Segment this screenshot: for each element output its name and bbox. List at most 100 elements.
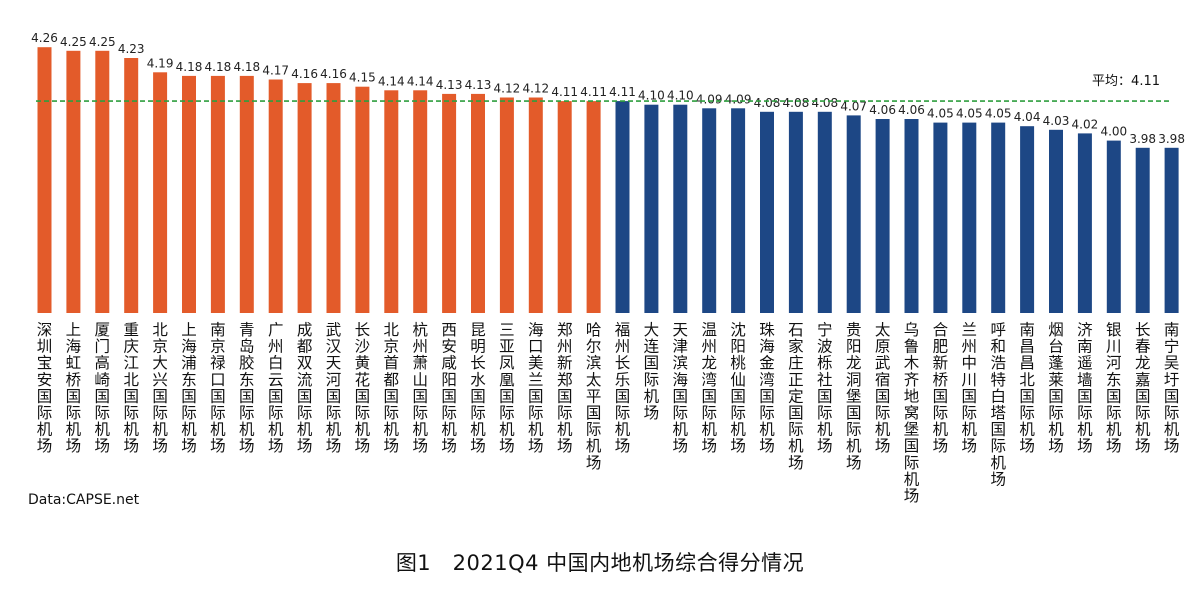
- bar: [297, 83, 312, 313]
- bar-value-label: 4.14: [407, 74, 434, 88]
- bar-value-label: 4.18: [205, 60, 232, 74]
- bar-value-label: 4.09: [696, 92, 723, 106]
- bar: [1077, 133, 1092, 313]
- bar: [326, 83, 341, 313]
- bar-value-label: 4.16: [291, 67, 318, 81]
- bar: [875, 119, 890, 313]
- category-label: 珠海金湾国际机场: [759, 321, 775, 455]
- bar: [1106, 140, 1121, 313]
- bar-value-label: 4.14: [378, 74, 405, 88]
- bar: [673, 104, 688, 313]
- bar-value-label: 4.10: [667, 89, 694, 103]
- bar: [904, 119, 919, 313]
- category-label: 重庆江北国际机场: [123, 321, 139, 455]
- category-label: 长沙黄花国际机场: [355, 321, 371, 455]
- category-label: 烟台蓬莱国际机场: [1048, 321, 1064, 455]
- bar-value-label: 4.10: [638, 89, 665, 103]
- category-label: 长春龙嘉国际机场: [1135, 321, 1151, 455]
- bar: [962, 122, 977, 313]
- bar-value-label: 4.00: [1100, 125, 1127, 139]
- category-label: 济南遥墙国际机场: [1077, 321, 1093, 455]
- category-label: 郑州新郑国际机场: [557, 321, 573, 455]
- bar: [817, 111, 832, 313]
- bar: [384, 90, 399, 313]
- bar-value-label: 4.26: [31, 31, 58, 45]
- category-labels-layer: 深圳宝安国际机场上海虹桥国际机场厦门高崎国际机场重庆江北国际机场北京大兴国际机场…: [37, 321, 1180, 505]
- bar: [933, 122, 948, 313]
- category-label: 厦门高崎国际机场: [95, 321, 111, 455]
- category-label: 哈尔滨太平国际机场: [586, 321, 602, 472]
- bar-value-label: 4.07: [840, 99, 867, 113]
- bar: [210, 75, 225, 314]
- category-label: 北京首都国际机场: [384, 321, 400, 455]
- bar-value-label: 4.13: [465, 78, 492, 92]
- category-label: 武汉天河国际机场: [326, 321, 342, 455]
- category-label: 银川河东国际机场: [1106, 321, 1122, 455]
- bar-value-label: 4.19: [147, 56, 174, 70]
- bar: [788, 111, 803, 313]
- bar: [66, 50, 81, 314]
- bar: [95, 50, 110, 314]
- category-label: 沈阳桃仙国际机场: [730, 321, 746, 455]
- category-label: 海口美兰国际机场: [528, 321, 544, 455]
- category-label: 昆明长水国际机场: [470, 321, 486, 455]
- bar-value-label: 4.04: [1014, 110, 1041, 124]
- bar: [1164, 147, 1179, 313]
- bar: [37, 47, 52, 313]
- bar: [499, 97, 514, 313]
- bar-value-label: 4.05: [927, 107, 954, 121]
- category-label: 南京禄口国际机场: [210, 321, 226, 455]
- bar-value-label: 3.98: [1129, 132, 1156, 146]
- bar-value-label: 4.02: [1072, 117, 1099, 131]
- bar: [182, 75, 196, 314]
- value-labels-layer: 4.26 4.25 4.254.234.19 4.18 4.18 4.18 4.17 4.16…: [31, 31, 1185, 146]
- bar-value-label: 4.08: [811, 96, 838, 110]
- category-label: 乌鲁木齐地窝堡国际机场: [904, 321, 920, 505]
- bar-value-label: 4.12: [522, 82, 549, 96]
- bar-value-label: 4.18: [176, 60, 203, 74]
- average-label: 平均：4.11: [1092, 74, 1160, 89]
- category-label: 广州白云国际机场: [268, 321, 284, 455]
- category-label: 福州长乐国际机场: [615, 321, 631, 455]
- category-label: 西安咸阳国际机场: [441, 321, 457, 455]
- bar-value-label: 4.12: [494, 82, 521, 96]
- bar: [731, 108, 746, 313]
- source-label: Data:CAPSE.net: [28, 492, 140, 508]
- bar-value-label: 4.23: [118, 42, 145, 56]
- bar-value-label: 4.11: [609, 85, 636, 99]
- category-label: 杭州萧山国际机场: [412, 321, 428, 455]
- category-label: 上海虹桥国际机场: [66, 321, 82, 455]
- bar-value-label: 4.16: [320, 67, 347, 81]
- category-label: 深圳宝安国际机场: [37, 321, 53, 455]
- category-label: 兰州中川国际机场: [962, 321, 978, 455]
- bar: [586, 101, 601, 313]
- category-label: 呼和浩特白塔国际机场: [990, 321, 1006, 488]
- category-label: 南宁吴圩国际机场: [1164, 321, 1180, 455]
- bar-value-label: 4.08: [754, 96, 781, 110]
- category-label: 宁波栎社国际机场: [817, 321, 833, 455]
- bar: [413, 90, 428, 313]
- bar-value-label: 4.06: [869, 103, 896, 117]
- category-label: 三亚凤凰国际机场: [499, 321, 515, 455]
- bar-value-label: 3.98: [1158, 132, 1185, 146]
- category-label: 青岛胶东国际机场: [239, 321, 255, 455]
- category-label: 北京大兴国际机场: [152, 321, 168, 455]
- bar: [991, 122, 1006, 313]
- bar: [268, 79, 283, 313]
- category-label: 成都双流国际机场: [297, 321, 313, 455]
- bar: [1049, 129, 1063, 313]
- bar: [760, 111, 774, 313]
- bar-value-label: 4.05: [985, 107, 1012, 121]
- category-label: 上海浦东国际机场: [181, 321, 197, 455]
- bar: [702, 108, 717, 313]
- category-label: 贵阳龙洞堡国际机场: [846, 321, 862, 472]
- bar: [1020, 126, 1035, 313]
- category-label: 太原武宿国际机场: [875, 321, 891, 455]
- bar-value-label: 4.11: [580, 85, 607, 99]
- bar: [644, 104, 659, 313]
- category-label: 温州龙湾国际机场: [701, 321, 717, 455]
- bar-value-label: 4.06: [898, 103, 925, 117]
- bar-value-label: 4.09: [725, 92, 752, 106]
